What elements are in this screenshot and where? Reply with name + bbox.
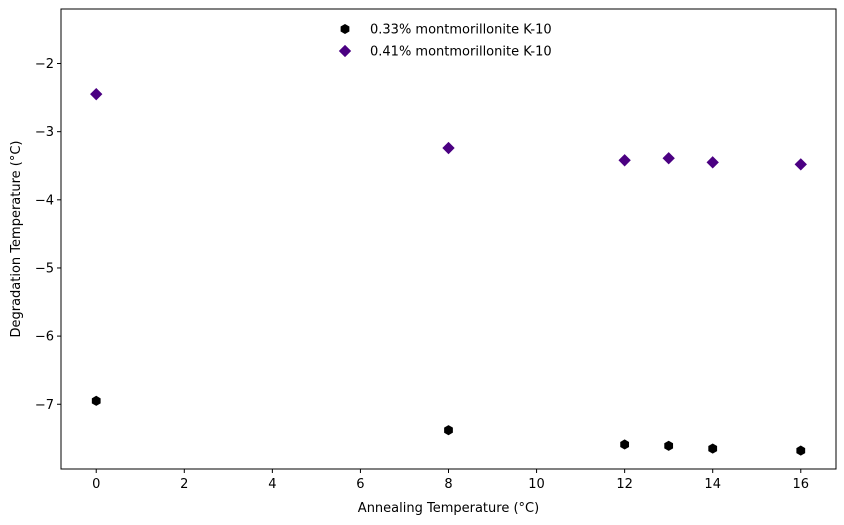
legend: 0.33% montmorillonite K-10 0.41% montmori… <box>338 23 552 60</box>
data-point-series-1 <box>91 395 101 406</box>
data-point-series-1 <box>796 445 806 456</box>
legend-marker-series-2 <box>338 44 352 58</box>
x-tick-label: 14 <box>704 477 721 492</box>
x-tick-label: 8 <box>444 477 452 492</box>
x-tick-label: 6 <box>356 477 364 492</box>
y-tick-label: −5 <box>35 261 54 276</box>
data-point-series-2 <box>618 154 631 167</box>
x-tick-label: 10 <box>528 477 545 492</box>
y-tick-label: −3 <box>35 125 54 140</box>
data-points <box>90 88 807 456</box>
x-tick-label: 4 <box>268 477 276 492</box>
data-point-series-2 <box>794 158 807 171</box>
plot-area <box>60 8 837 470</box>
y-axis-ticks: −7 −6 −5 −4 −3 −2 <box>35 57 61 413</box>
legend-label: 0.33% montmorillonite K-10 <box>370 23 552 38</box>
y-tick-label: −4 <box>35 193 54 208</box>
y-axis-label: Degradation Temperature (°C) <box>9 140 24 337</box>
data-point-series-2 <box>662 152 675 165</box>
x-tick-label: 12 <box>616 477 633 492</box>
legend-marker-series-1 <box>340 23 350 35</box>
y-tick-label: −2 <box>35 57 54 72</box>
y-tick-label: −7 <box>35 398 54 413</box>
data-point-series-2 <box>90 88 103 101</box>
x-axis-ticks: 0 2 4 6 8 10 12 14 16 <box>92 469 809 492</box>
x-axis-label: Annealing Temperature (°C) <box>358 501 539 516</box>
x-tick-label: 16 <box>792 477 809 492</box>
data-point-series-1 <box>708 443 718 454</box>
data-point-series-2 <box>442 141 455 155</box>
x-tick-label: 2 <box>180 477 188 492</box>
x-tick-label: 0 <box>92 477 100 492</box>
legend-label: 0.41% montmorillonite K-10 <box>370 45 552 60</box>
data-point-series-2 <box>706 156 719 169</box>
data-point-series-1 <box>444 425 453 436</box>
y-tick-label: −6 <box>35 330 54 345</box>
data-point-series-1 <box>620 439 630 450</box>
data-point-series-1 <box>664 440 674 451</box>
